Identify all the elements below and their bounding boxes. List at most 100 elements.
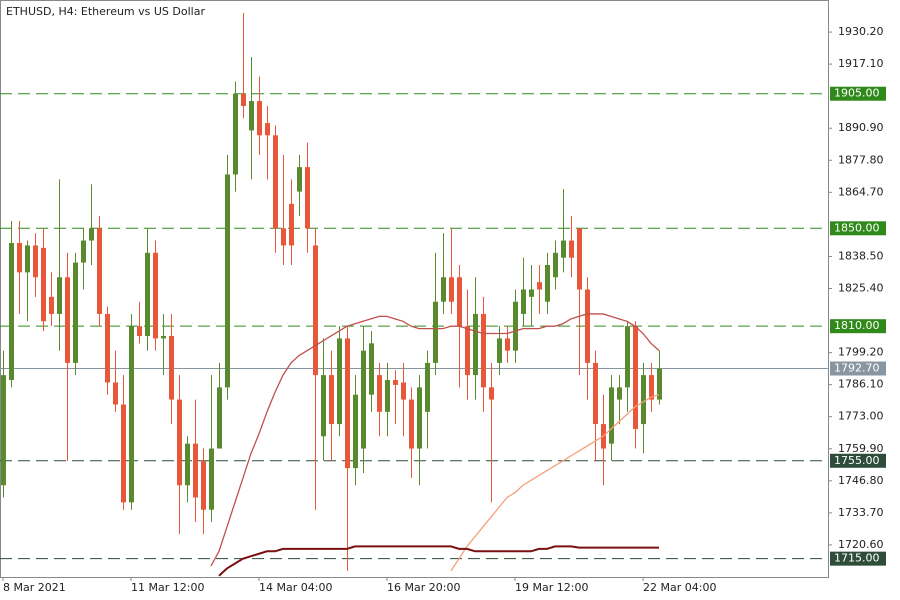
candle-body: [569, 240, 574, 258]
candle-body: [441, 277, 446, 302]
candle-body: [617, 387, 622, 400]
candle-body: [425, 362, 430, 412]
candle-body: [57, 277, 62, 314]
candle-body: [553, 252, 558, 278]
candle-body: [153, 252, 158, 339]
x-tick-label: 14 Mar 04:00: [259, 581, 332, 594]
candle-body: [97, 228, 102, 314]
candle-body: [513, 301, 518, 351]
y-tick-label: 1864.70: [838, 185, 884, 198]
candle-body: [9, 242, 14, 381]
y-tick-label: 1746.80: [838, 474, 884, 487]
candle-body: [545, 265, 550, 302]
candle-body: [65, 277, 70, 363]
candle-body: [113, 382, 118, 405]
candle-body: [241, 93, 246, 106]
level-label-box: [830, 221, 886, 236]
candle-body: [529, 289, 534, 297]
candle-body: [633, 326, 638, 429]
candle-body: [41, 247, 46, 322]
candle-body: [377, 375, 382, 412]
candle-body: [537, 282, 542, 290]
chart-title: ETHUSD, H4: Ethereum vs US Dollar: [6, 5, 205, 18]
y-tick-label: 1786.10: [838, 378, 884, 391]
candle-body: [289, 203, 294, 246]
current-price-label: 1792.70: [834, 362, 880, 375]
y-tick-label: 1773.00: [838, 410, 884, 423]
y-tick-label: 1917.10: [838, 57, 884, 70]
candle-body: [457, 277, 462, 327]
candle-body: [1, 375, 6, 486]
candle-body: [185, 443, 190, 486]
y-tick-label: 1877.80: [838, 153, 884, 166]
y-tick-label: 1825.40: [838, 282, 884, 295]
level-label-box: [830, 453, 886, 468]
candle-body: [369, 343, 374, 395]
candle-body: [105, 313, 110, 383]
level-label: 1715.00: [834, 552, 880, 565]
candle-body: [345, 338, 350, 469]
candle-body: [489, 387, 494, 400]
y-tick-label: 1720.60: [838, 538, 884, 551]
moving-average: [218, 545, 659, 577]
x-tick-label: 8 Mar 2021: [3, 581, 66, 594]
candle-body: [465, 326, 470, 376]
level-label: 1850.00: [834, 221, 880, 234]
candle-body: [449, 277, 454, 302]
candle-body: [481, 313, 486, 388]
candle-body: [273, 135, 278, 229]
level-label-box: [830, 551, 886, 566]
candle-body: [353, 394, 358, 469]
candle-body: [329, 375, 334, 425]
candle-body: [649, 375, 654, 400]
candle-body: [321, 375, 326, 437]
level-label-box: [830, 86, 886, 101]
y-tick-label: 1838.50: [838, 249, 884, 262]
candle-body: [177, 399, 182, 486]
candle-body: [361, 350, 366, 449]
level-label-box: [830, 319, 886, 334]
candle-body: [505, 338, 510, 351]
candle-body: [25, 245, 30, 273]
x-tick-label: 11 Mar 12:00: [131, 581, 204, 594]
candle-body: [385, 380, 390, 412]
candle-body: [585, 289, 590, 363]
candle-body: [577, 228, 582, 290]
level-label: 1755.00: [834, 454, 880, 467]
candle-body: [33, 245, 38, 278]
candle-body: [641, 375, 646, 425]
candle-body: [561, 240, 566, 258]
candle-body: [609, 387, 614, 444]
candle-body: [137, 326, 142, 336]
candle-body: [401, 382, 406, 400]
y-tick-label: 1733.70: [838, 506, 884, 519]
moving-average: [210, 313, 660, 567]
moving-average: [450, 394, 660, 572]
candle-body: [409, 399, 414, 449]
candle-body: [473, 313, 478, 376]
candle-body: [121, 404, 126, 503]
candle-body: [161, 335, 166, 339]
y-tick-label: 1890.90: [838, 121, 884, 134]
candle-body: [497, 338, 502, 363]
candle-body: [417, 387, 422, 449]
candle-body: [337, 338, 342, 425]
candle-body: [297, 167, 302, 192]
level-label: 1810.00: [834, 319, 880, 332]
x-tick-label: 22 Mar 04:00: [643, 581, 716, 594]
candle-body: [393, 380, 398, 385]
candle-body: [625, 326, 630, 388]
y-tick-label: 1759.90: [838, 442, 884, 455]
candle-body: [217, 387, 222, 449]
candle-body: [281, 228, 286, 246]
candle-body: [81, 240, 86, 263]
level-label: 1905.00: [834, 87, 880, 100]
candle-body: [657, 368, 662, 400]
candle-body: [433, 301, 438, 363]
candle-body: [521, 289, 526, 314]
candle-body: [305, 167, 310, 229]
candle-body: [169, 335, 174, 400]
y-tick-label: 1930.20: [838, 25, 884, 38]
candle-body: [265, 123, 270, 136]
candle-body: [73, 262, 78, 363]
